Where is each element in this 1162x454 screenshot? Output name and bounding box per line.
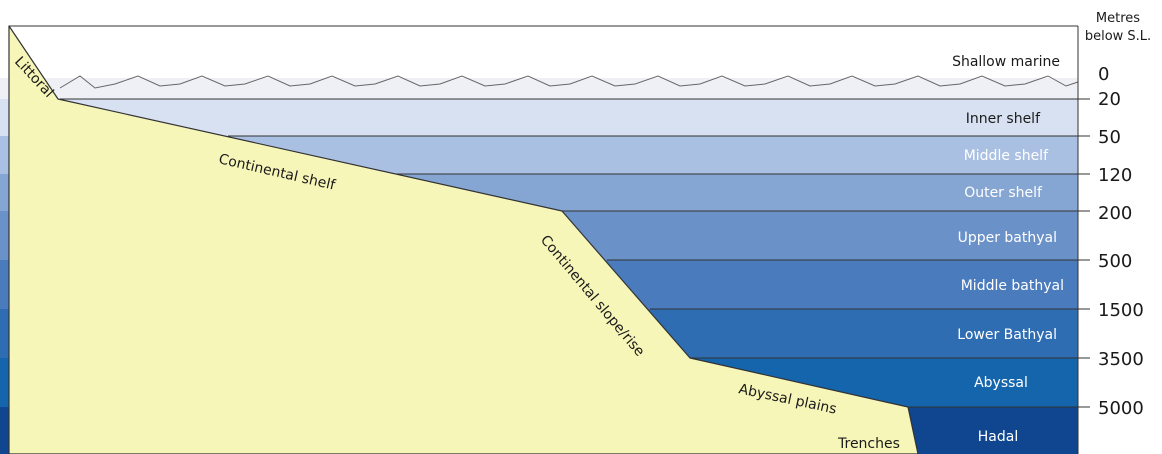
landform-label-trenches: Trenches <box>837 436 900 452</box>
zone-label-hadal: Hadal <box>978 429 1018 445</box>
zone-label-lower-bathyal: Lower Bathyal <box>957 327 1057 343</box>
depth-label-0: 0 <box>1098 64 1109 85</box>
zone-label-outer-shelf: Outer shelf <box>964 185 1043 201</box>
zone-label-shallow-marine: Shallow marine <box>952 54 1060 70</box>
depth-label-500: 500 <box>1098 251 1132 272</box>
sea-floor-land <box>8 25 919 454</box>
depth-label-1500: 1500 <box>1098 300 1144 321</box>
depth-label-120: 120 <box>1098 165 1132 186</box>
axis-title-line1: Metres <box>1096 11 1140 26</box>
zone-boundary-lines <box>60 98 1090 408</box>
depth-label-5000: 5000 <box>1098 398 1144 419</box>
depth-label-3500: 3500 <box>1098 349 1144 370</box>
zone-label-upper-bathyal: Upper bathyal <box>958 230 1057 246</box>
zone-label-inner-shelf: Inner shelf <box>966 111 1041 127</box>
zone-label-middle-bathyal: Middle bathyal <box>961 278 1064 294</box>
depth-label-200: 200 <box>1098 203 1132 224</box>
zone-label-abyssal: Abyssal <box>974 375 1028 391</box>
depth-label-50: 50 <box>1098 127 1121 148</box>
sea-surface-waves <box>59 75 1079 89</box>
zone-label-middle-shelf: Middle shelf <box>964 148 1049 164</box>
axis-title-line2: below S.L. <box>1085 29 1151 44</box>
zone-band-shallow-marine <box>0 78 1078 99</box>
depth-label-20: 20 <box>1098 89 1121 110</box>
